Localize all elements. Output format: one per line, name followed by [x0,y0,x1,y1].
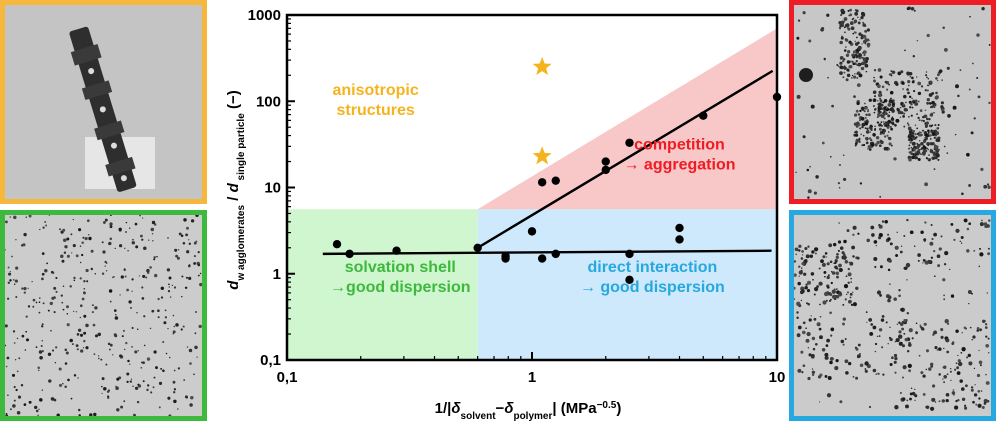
y-tick-label: 0,1 [260,352,281,369]
data-point [537,254,547,263]
data-point [675,235,684,244]
data-point [345,249,354,259]
data-point [551,249,560,259]
data-point [625,275,634,285]
data-point [601,165,610,175]
label-solvation: solvation shell →good dispersion [330,259,470,296]
photo-aggregation [789,0,996,204]
rising-trend [477,69,774,249]
data-point [537,178,547,187]
data-point [501,254,510,263]
data-point [473,243,482,252]
data-point [392,246,401,255]
photo-solvation-shell [0,210,207,421]
solvation-region [287,209,478,360]
x-axis-label: 1/|δsolvent−δpolymer| (MPa−0.5) [435,400,622,421]
data-point [625,249,634,259]
y-tick-label: 10 [264,180,281,197]
photo-direct-interaction [789,210,996,421]
data-point [601,157,610,166]
x-tick-label: 0,1 [277,369,298,386]
data-point [699,111,708,120]
star-point [532,146,552,165]
y-tick-label: 1000 [248,7,281,24]
y-tick-label: 1 [273,266,281,283]
star-point [532,56,552,76]
data-point [332,240,342,249]
x-tick-label: 10 [769,369,786,386]
x-tick-label: 1 [528,369,536,386]
data-point [625,138,634,147]
label-competition: competition → aggregation [623,137,735,174]
photo-anisotropic [0,0,207,204]
scatter-chart: 0,1 1 10 0,1 1 10 100 1000 anisotropic structure… [225,7,786,421]
y-tick-label: 100 [256,93,281,110]
data-point [527,227,537,236]
data-point [551,176,560,185]
label-anisotropic: anisotropic structures [333,82,419,119]
y-axis-label: dw agglomerates / d single particle (−) [225,90,247,289]
direct-interaction-region [477,209,777,360]
aggregation-region [477,28,777,210]
data-point [675,223,684,233]
label-direct: direct interaction → good dispersion [580,259,725,296]
